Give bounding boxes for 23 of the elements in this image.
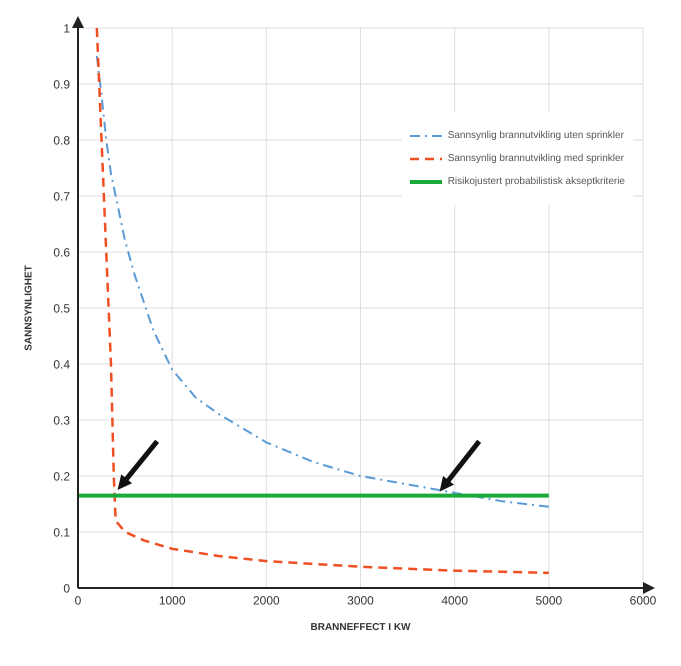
x-tick-label: 1000 [158, 594, 186, 608]
y-tick-label: 0.5 [53, 301, 70, 316]
x-tick-label: 2000 [252, 594, 280, 608]
y-tick-label: 0.7 [53, 189, 70, 204]
y-tick-label: 0.3 [53, 413, 70, 428]
y-tick-label: 0.1 [53, 525, 70, 540]
y-tick-label: 0 [63, 581, 70, 596]
y-tick-label: 0.8 [53, 133, 70, 148]
y-tick-label: 0.2 [53, 469, 70, 484]
legend-label: Sannsynlig brannutvikling med sprinkler [448, 153, 624, 164]
x-tick-label: 3000 [347, 594, 374, 608]
y-axis-title: SANNSYNLIGHET [24, 265, 35, 351]
y-tick-label: 0.6 [53, 245, 70, 260]
y-tick-label: 0.4 [53, 357, 70, 372]
legend-label: Sannsynlig brannutvikling uten sprinkler [448, 130, 624, 141]
x-tick-label: 0 [74, 594, 82, 608]
x-axis-title: BRANNEFFECT I KW [310, 622, 412, 633]
legend-label: Risikojustert probabilistisk akseptkriterie [448, 176, 625, 187]
y-tick-label: 0.9 [53, 77, 70, 92]
y-tick-label: 1 [63, 21, 70, 36]
x-tick-label: 4000 [441, 594, 468, 608]
x-tick-label: 5000 [535, 594, 563, 608]
x-tick-label: 6000 [630, 594, 657, 608]
